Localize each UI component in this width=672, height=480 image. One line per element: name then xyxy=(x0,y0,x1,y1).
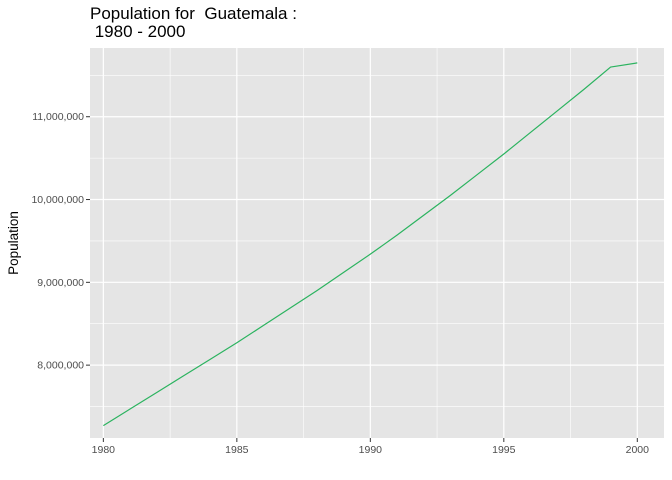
chart-title-line-2: 1980 - 2000 xyxy=(90,22,186,41)
major-gridlines xyxy=(90,48,664,438)
x-tick-label: 2000 xyxy=(626,444,650,456)
x-axis: 1980 1985 1990 1995 2000 xyxy=(92,438,649,456)
y-tick-label: 10,000,000 xyxy=(31,194,84,206)
chart-title-line-1: Population for Guatemala : xyxy=(90,4,297,23)
population-series-line xyxy=(103,62,638,427)
minor-gridlines xyxy=(90,48,664,438)
x-tick-label: 1985 xyxy=(225,444,249,456)
series-layer xyxy=(103,62,638,427)
x-tick-label: 1995 xyxy=(492,444,516,456)
y-tick-label: 9,000,000 xyxy=(37,277,84,289)
x-tick-label: 1990 xyxy=(359,444,383,456)
x-tick-label: 1980 xyxy=(92,444,116,456)
y-tick-label: 8,000,000 xyxy=(37,360,84,372)
y-axis-title: Population xyxy=(6,211,21,275)
plot-panel xyxy=(90,48,664,438)
chart-title: Population for Guatemala : 1980 - 2000 xyxy=(90,5,297,41)
y-axis: 8,000,000 9,000,000 10,000,000 11,000,000 xyxy=(31,111,90,372)
y-tick-label: 11,000,000 xyxy=(32,111,84,123)
